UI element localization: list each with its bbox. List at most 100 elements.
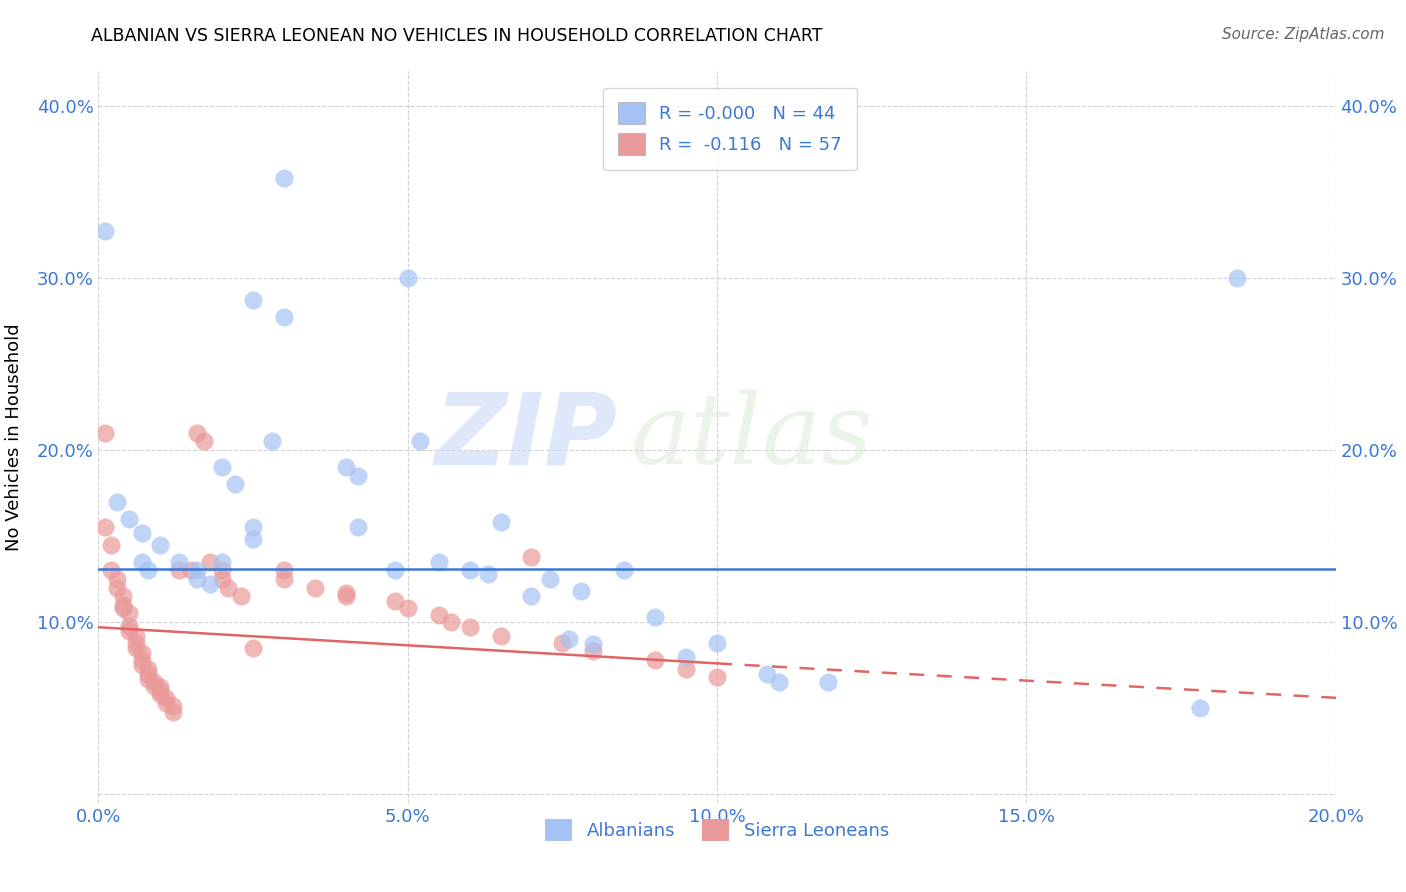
Point xyxy=(124,629,146,643)
Point xyxy=(242,293,264,308)
Point xyxy=(384,594,406,608)
Point xyxy=(186,425,208,440)
Point xyxy=(409,434,432,449)
Point xyxy=(229,589,252,603)
Point xyxy=(242,640,264,655)
Point xyxy=(347,520,370,534)
Point xyxy=(105,572,128,586)
Point xyxy=(143,679,166,693)
Point xyxy=(551,636,574,650)
Point xyxy=(162,705,184,719)
Point xyxy=(538,572,561,586)
Point xyxy=(112,589,135,603)
Point xyxy=(582,637,605,651)
Point xyxy=(458,564,481,578)
Point xyxy=(458,620,481,634)
Point xyxy=(136,662,159,676)
Y-axis label: No Vehicles in Household: No Vehicles in Household xyxy=(4,323,22,551)
Point xyxy=(335,589,357,603)
Point xyxy=(273,171,295,186)
Point xyxy=(112,601,135,615)
Point xyxy=(100,538,122,552)
Point xyxy=(675,662,697,676)
Point xyxy=(124,636,146,650)
Point xyxy=(131,646,153,660)
Point xyxy=(489,629,512,643)
Point xyxy=(396,271,419,285)
Point xyxy=(211,564,233,578)
Point xyxy=(396,601,419,615)
Point xyxy=(569,584,592,599)
Point xyxy=(105,494,128,508)
Point xyxy=(186,564,208,578)
Point xyxy=(112,598,135,612)
Point xyxy=(427,608,450,623)
Text: atlas: atlas xyxy=(630,390,873,484)
Point xyxy=(644,653,666,667)
Point xyxy=(335,586,357,600)
Point xyxy=(675,649,697,664)
Point xyxy=(242,520,264,534)
Point xyxy=(335,460,357,475)
Point xyxy=(105,581,128,595)
Point xyxy=(211,460,233,475)
Point xyxy=(242,533,264,547)
Point xyxy=(260,434,283,449)
Point xyxy=(93,425,115,440)
Point xyxy=(93,224,115,238)
Point xyxy=(118,624,141,638)
Point xyxy=(706,636,728,650)
Point xyxy=(198,577,221,591)
Point xyxy=(347,468,370,483)
Point xyxy=(143,675,166,690)
Point xyxy=(100,564,122,578)
Point xyxy=(155,696,177,710)
Point xyxy=(118,512,141,526)
Point xyxy=(273,310,295,325)
Point xyxy=(304,581,326,595)
Point xyxy=(118,607,141,621)
Point xyxy=(520,589,543,603)
Point xyxy=(131,525,153,540)
Point xyxy=(768,675,790,690)
Point xyxy=(162,699,184,714)
Point xyxy=(582,644,605,658)
Point xyxy=(520,549,543,564)
Point xyxy=(149,684,172,698)
Point xyxy=(136,564,159,578)
Point xyxy=(155,690,177,705)
Point xyxy=(131,653,153,667)
Point xyxy=(211,555,233,569)
Point xyxy=(180,564,202,578)
Point xyxy=(273,572,295,586)
Point xyxy=(193,434,215,449)
Point xyxy=(198,555,221,569)
Point xyxy=(149,538,172,552)
Point xyxy=(477,566,499,581)
Point xyxy=(613,564,636,578)
Point xyxy=(557,632,579,647)
Point xyxy=(440,615,463,629)
Legend: Albanians, Sierra Leoneans: Albanians, Sierra Leoneans xyxy=(538,812,896,848)
Point xyxy=(136,672,159,686)
Point xyxy=(167,555,190,569)
Point xyxy=(131,658,153,673)
Text: Source: ZipAtlas.com: Source: ZipAtlas.com xyxy=(1222,27,1385,42)
Point xyxy=(167,564,190,578)
Text: ZIP: ZIP xyxy=(434,389,619,485)
Point xyxy=(817,675,839,690)
Point xyxy=(1226,271,1249,285)
Point xyxy=(224,477,246,491)
Point xyxy=(186,572,208,586)
Point xyxy=(489,516,512,530)
Point xyxy=(644,610,666,624)
Point xyxy=(149,681,172,695)
Point xyxy=(273,564,295,578)
Point xyxy=(131,555,153,569)
Point xyxy=(93,520,115,534)
Point xyxy=(211,572,233,586)
Point xyxy=(384,564,406,578)
Point xyxy=(706,670,728,684)
Text: ALBANIAN VS SIERRA LEONEAN NO VEHICLES IN HOUSEHOLD CORRELATION CHART: ALBANIAN VS SIERRA LEONEAN NO VEHICLES I… xyxy=(91,27,823,45)
Point xyxy=(118,618,141,632)
